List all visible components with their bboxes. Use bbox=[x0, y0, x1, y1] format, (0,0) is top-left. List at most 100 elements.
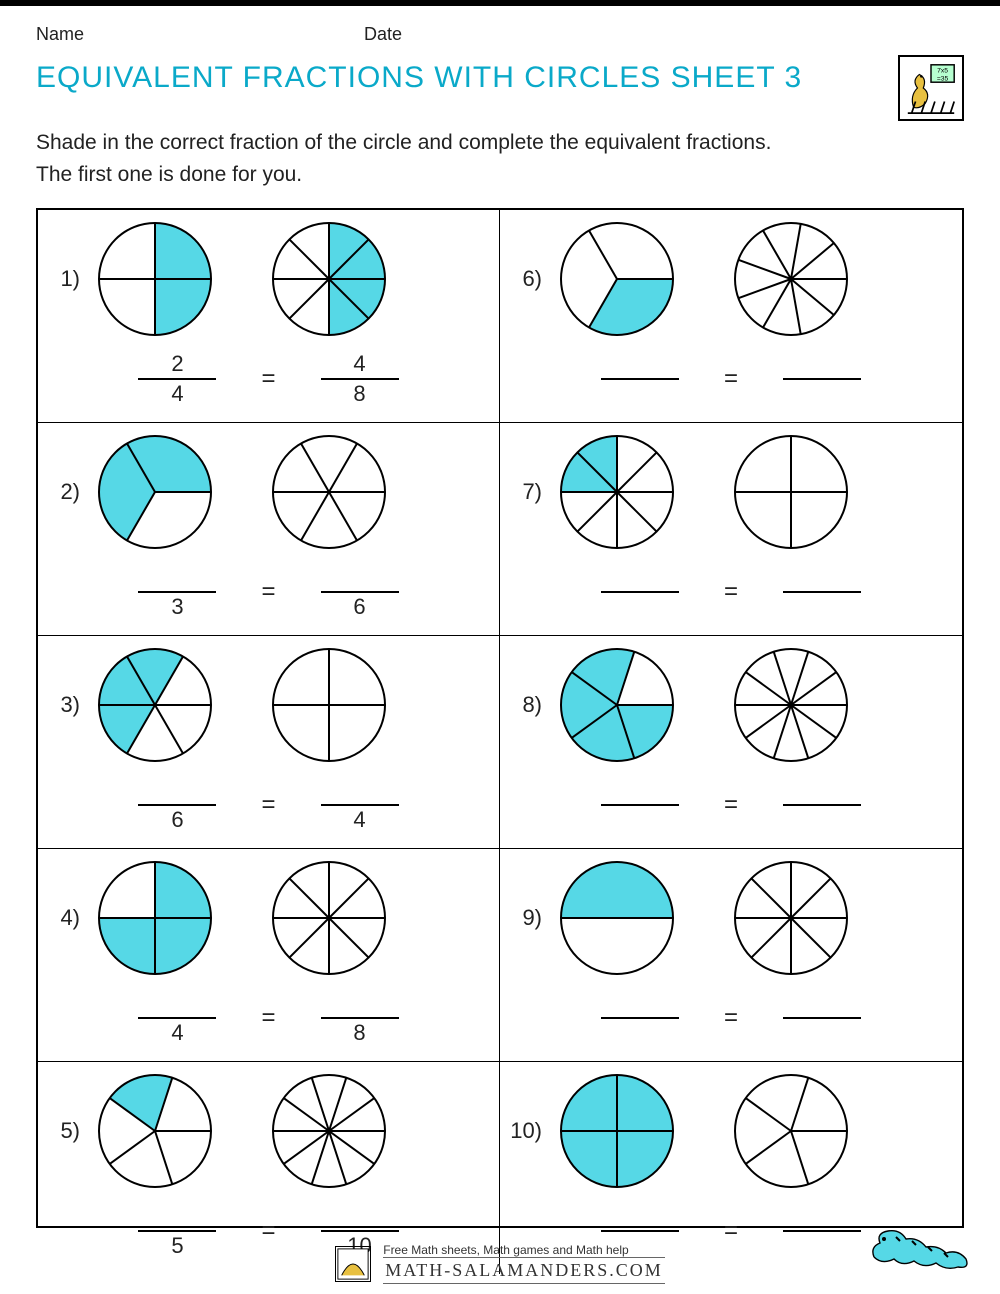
lizard-icon bbox=[866, 1219, 976, 1284]
equals-sign: = bbox=[261, 1217, 275, 1245]
fraction-right bbox=[782, 776, 862, 834]
fraction-right: 6 bbox=[320, 563, 400, 621]
title-row: EQUIVALENT FRACTIONS WITH CIRCLES SHEET … bbox=[36, 55, 964, 121]
footer-tag: Free Math sheets, Math games and Math he… bbox=[383, 1243, 665, 1257]
page-title: EQUIVALENT FRACTIONS WITH CIRCLES SHEET … bbox=[36, 61, 802, 95]
fraction-left: 4 bbox=[137, 989, 217, 1047]
footer-site: MATH-SALAMANDERS.COM bbox=[383, 1257, 665, 1284]
fraction-bar bbox=[783, 1017, 861, 1019]
fraction-bar bbox=[601, 378, 679, 380]
fraction-left: 3 bbox=[137, 563, 217, 621]
problem-cell: 4) 4 = 8 bbox=[38, 849, 500, 1062]
fraction-bar bbox=[601, 1017, 679, 1019]
equals-sign: = bbox=[724, 791, 738, 819]
fraction-circle-left bbox=[558, 646, 676, 764]
name-label: Name bbox=[36, 24, 84, 45]
worksheet-page: Name Date EQUIVALENT FRACTIONS WITH CIRC… bbox=[0, 6, 1000, 1228]
fraction-circle-right bbox=[732, 646, 850, 764]
fraction-circle-left bbox=[96, 859, 214, 977]
denominator: 3 bbox=[171, 593, 183, 621]
question-number: 9) bbox=[508, 905, 542, 931]
instructions: Shade in the correct fraction of the cir… bbox=[36, 127, 964, 190]
equals-sign: = bbox=[724, 365, 738, 393]
problem-cell: 6) = bbox=[500, 210, 962, 423]
problem-cell: 7) = bbox=[500, 423, 962, 636]
fraction-right bbox=[782, 350, 862, 408]
question-number: 8) bbox=[508, 692, 542, 718]
fraction-circle-right bbox=[732, 1072, 850, 1190]
fraction-bar bbox=[783, 591, 861, 593]
numerator: 4 bbox=[353, 350, 365, 378]
fraction-circle-right bbox=[732, 859, 850, 977]
footer-logo-icon bbox=[335, 1246, 371, 1282]
fraction-left bbox=[600, 989, 680, 1047]
svg-text:7x5: 7x5 bbox=[937, 68, 948, 75]
fraction-circle-right bbox=[732, 220, 850, 338]
fraction-bar bbox=[783, 378, 861, 380]
fraction-bar bbox=[783, 1230, 861, 1232]
equals-sign: = bbox=[261, 365, 275, 393]
fraction-circle-right bbox=[732, 433, 850, 551]
instructions-line-1: Shade in the correct fraction of the cir… bbox=[36, 127, 964, 159]
equals-sign: = bbox=[724, 1004, 738, 1032]
date-label: Date bbox=[364, 24, 402, 45]
equals-sign: = bbox=[261, 578, 275, 606]
fraction-left bbox=[600, 350, 680, 408]
denominator: 8 bbox=[353, 1019, 365, 1047]
fraction-bar bbox=[601, 591, 679, 593]
fraction-right: 4 bbox=[320, 776, 400, 834]
fraction-bar bbox=[783, 804, 861, 806]
fraction-circle-right bbox=[270, 1072, 388, 1190]
problem-cell: 1) 2 4 = 4 8 bbox=[38, 210, 500, 423]
header-labels: Name Date bbox=[36, 24, 964, 45]
question-number: 10) bbox=[508, 1118, 542, 1144]
problems-grid: 1) 2 4 = 4 8 6) bbox=[36, 208, 964, 1228]
numerator: 2 bbox=[171, 350, 183, 378]
fraction-right: 8 bbox=[320, 989, 400, 1047]
denominator: 4 bbox=[171, 1019, 183, 1047]
question-number: 7) bbox=[508, 479, 542, 505]
svg-text:=35: =35 bbox=[937, 75, 949, 82]
fraction-circle-left bbox=[96, 220, 214, 338]
problem-cell: 9) = bbox=[500, 849, 962, 1062]
fraction-circle-right bbox=[270, 433, 388, 551]
denominator: 4 bbox=[171, 380, 183, 408]
problem-cell: 8) = bbox=[500, 636, 962, 849]
fraction-circle-left bbox=[96, 646, 214, 764]
fraction-right bbox=[782, 563, 862, 621]
fraction-circle-left bbox=[96, 1072, 214, 1190]
fraction-right: 4 8 bbox=[320, 350, 400, 408]
fraction-right bbox=[782, 989, 862, 1047]
question-number: 1) bbox=[46, 266, 80, 292]
question-number: 2) bbox=[46, 479, 80, 505]
fraction-circle-right bbox=[270, 859, 388, 977]
fraction-bar bbox=[601, 804, 679, 806]
denominator: 6 bbox=[353, 593, 365, 621]
question-number: 4) bbox=[46, 905, 80, 931]
fraction-circle-left bbox=[558, 220, 676, 338]
page-footer: Free Math sheets, Math games and Math he… bbox=[0, 1243, 1000, 1284]
denominator: 8 bbox=[353, 380, 365, 408]
denominator: 6 bbox=[171, 806, 183, 834]
fraction-left bbox=[600, 776, 680, 834]
fraction-circle-right bbox=[270, 646, 388, 764]
denominator: 4 bbox=[353, 806, 365, 834]
instructions-line-2: The first one is done for you. bbox=[36, 159, 964, 191]
fraction-left: 2 4 bbox=[137, 350, 217, 408]
salamander-logo-icon: 7x5 =35 bbox=[898, 55, 964, 121]
fraction-circle-left bbox=[558, 1072, 676, 1190]
equals-sign: = bbox=[261, 791, 275, 819]
fraction-circle-left bbox=[96, 433, 214, 551]
equals-sign: = bbox=[724, 1217, 738, 1245]
question-number: 3) bbox=[46, 692, 80, 718]
question-number: 6) bbox=[508, 266, 542, 292]
fraction-circle-left bbox=[558, 433, 676, 551]
problem-cell: 2) 3 = 6 bbox=[38, 423, 500, 636]
problem-cell: 3) 6 = 4 bbox=[38, 636, 500, 849]
equals-sign: = bbox=[724, 578, 738, 606]
fraction-bar bbox=[601, 1230, 679, 1232]
fraction-left: 6 bbox=[137, 776, 217, 834]
equals-sign: = bbox=[261, 1004, 275, 1032]
question-number: 5) bbox=[46, 1118, 80, 1144]
fraction-left bbox=[600, 563, 680, 621]
